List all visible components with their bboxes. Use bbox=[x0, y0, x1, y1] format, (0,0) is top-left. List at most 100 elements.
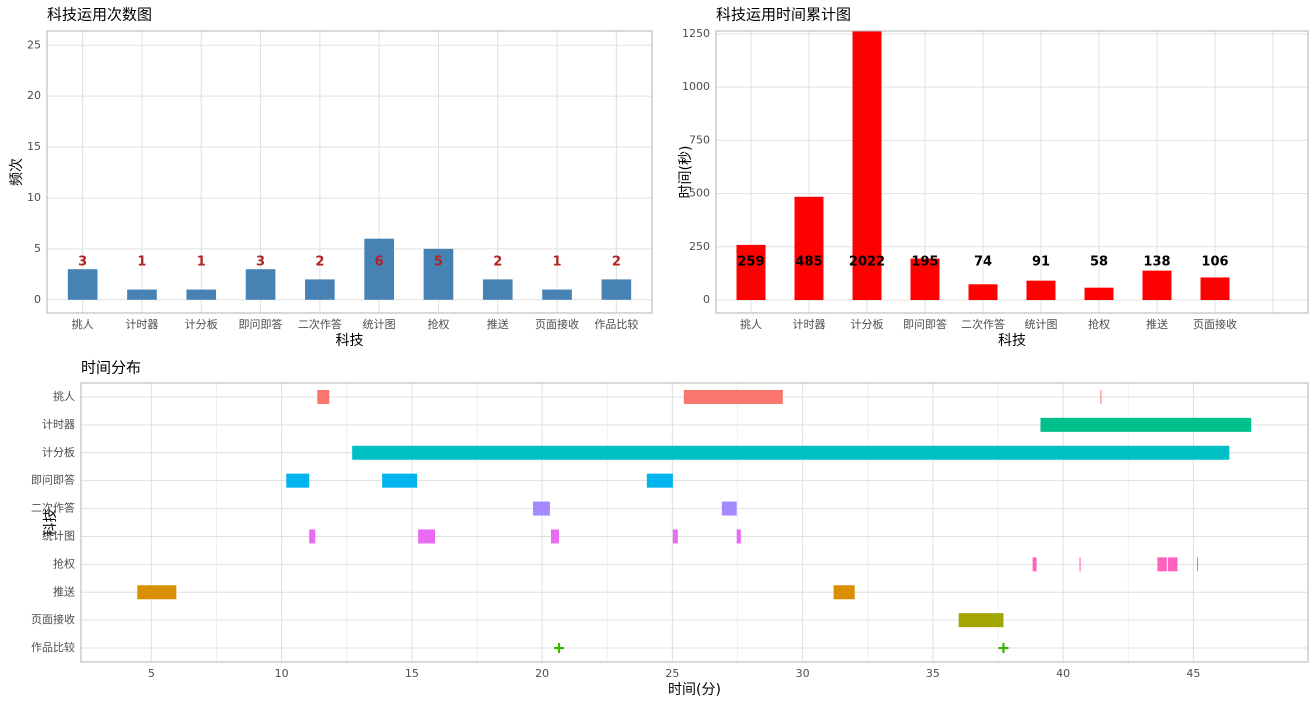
bar bbox=[67, 269, 98, 300]
value-label: 91 bbox=[1032, 255, 1050, 270]
interval-bar bbox=[352, 445, 1230, 460]
y-tick-label: 25 bbox=[27, 38, 41, 51]
interval-bar bbox=[550, 529, 560, 544]
interval-bar bbox=[532, 501, 550, 516]
interval-bar bbox=[137, 585, 177, 600]
y-tick-label: 500 bbox=[689, 187, 710, 200]
interval-bar bbox=[382, 473, 418, 488]
interval-bar bbox=[1079, 557, 1081, 572]
y-tick-label: 统计图 bbox=[42, 529, 75, 542]
bar bbox=[423, 248, 454, 300]
y-tick-label: 抢权 bbox=[53, 556, 75, 570]
x-axis-title: 科技 bbox=[998, 333, 1026, 349]
x-tick-label: 二次作答 bbox=[298, 317, 342, 331]
interval-bar bbox=[683, 389, 783, 404]
interval-bar bbox=[1040, 417, 1252, 432]
x-tick-label: 推送 bbox=[487, 317, 509, 331]
point-marker bbox=[998, 643, 1009, 654]
x-tick-label: 30 bbox=[796, 667, 810, 680]
x-tick-label: 作品比较 bbox=[594, 317, 638, 331]
value-label: 3 bbox=[256, 255, 265, 270]
y-tick-label: 250 bbox=[689, 240, 710, 253]
x-tick-label: 10 bbox=[275, 667, 289, 680]
y-tick-label: 挑人 bbox=[53, 389, 75, 403]
bar bbox=[186, 289, 217, 300]
x-axis-title: 时间(分) bbox=[668, 682, 721, 698]
plot-border bbox=[715, 30, 1309, 314]
interval-bar bbox=[1197, 557, 1199, 572]
bar bbox=[736, 244, 766, 301]
bar bbox=[968, 284, 998, 301]
interval-bar bbox=[958, 613, 1004, 628]
x-tick-label: 挑人 bbox=[72, 317, 94, 331]
y-tick-label: 页面接收 bbox=[31, 612, 75, 626]
x-tick-label: 抢权 bbox=[427, 317, 449, 331]
interval-bar bbox=[1167, 557, 1178, 572]
x-tick-label: 页面接收 bbox=[1193, 317, 1237, 331]
bar bbox=[910, 258, 940, 301]
x-tick-label: 45 bbox=[1186, 667, 1200, 680]
marks bbox=[716, 31, 1308, 313]
x-tick-label: 即问即答 bbox=[239, 317, 283, 331]
value-label: 1 bbox=[197, 255, 206, 270]
interval-bar bbox=[1100, 389, 1102, 404]
value-label: 1 bbox=[137, 255, 146, 270]
x-tick-label: 5 bbox=[148, 667, 155, 680]
value-label: 2 bbox=[493, 255, 502, 270]
x-tick-label: 20 bbox=[535, 667, 549, 680]
interval-bar bbox=[309, 529, 316, 544]
plot-border bbox=[46, 30, 653, 314]
value-label: 2 bbox=[315, 255, 324, 270]
bar bbox=[305, 279, 335, 300]
interval-bar bbox=[317, 389, 330, 404]
interval-bar bbox=[721, 501, 737, 516]
bar bbox=[482, 279, 513, 300]
y-tick-label: 计分板 bbox=[42, 445, 75, 459]
interval-bar bbox=[672, 529, 678, 544]
y-tick-label: 10 bbox=[27, 191, 41, 204]
x-axis-title: 科技 bbox=[336, 333, 364, 349]
value-label: 1 bbox=[553, 255, 562, 270]
y-tick-label: 0 bbox=[703, 293, 710, 306]
bar bbox=[794, 196, 824, 301]
y-tick-label: 20 bbox=[27, 89, 41, 102]
interval-bar bbox=[1157, 557, 1167, 572]
bar bbox=[1084, 287, 1114, 301]
y-tick-label: 1000 bbox=[682, 80, 710, 93]
x-tick-label: 35 bbox=[926, 667, 940, 680]
y-tick-label: 即问即答 bbox=[31, 473, 75, 487]
plot-panel bbox=[47, 31, 652, 313]
value-label: 2022 bbox=[849, 255, 885, 270]
value-label: 2 bbox=[612, 255, 621, 270]
bar bbox=[1026, 280, 1056, 301]
x-tick-label: 统计图 bbox=[1025, 318, 1058, 331]
chart-title: 科技运用次数图 bbox=[47, 6, 152, 24]
chart-title: 时间分布 bbox=[81, 359, 141, 377]
bar bbox=[1142, 270, 1172, 301]
x-tick-label: 挑人 bbox=[740, 317, 762, 331]
y-tick-label: 750 bbox=[689, 133, 710, 146]
x-tick-label: 计分板 bbox=[185, 317, 218, 331]
value-label: 58 bbox=[1090, 255, 1108, 270]
x-tick-label: 40 bbox=[1056, 667, 1070, 680]
bar bbox=[364, 238, 394, 300]
plot-border bbox=[80, 382, 1309, 663]
bar bbox=[1200, 277, 1230, 301]
interval-bar bbox=[286, 473, 310, 488]
interval-bar bbox=[736, 529, 741, 544]
bar bbox=[542, 289, 572, 300]
x-tick-label: 抢权 bbox=[1088, 317, 1110, 331]
value-label: 195 bbox=[911, 255, 938, 270]
y-tick-label: 推送 bbox=[53, 584, 75, 598]
point-marker bbox=[554, 643, 565, 654]
y-axis-title: 科技 bbox=[43, 509, 59, 537]
x-tick-label: 计时器 bbox=[793, 318, 826, 331]
bar bbox=[245, 269, 276, 300]
bar bbox=[852, 31, 882, 301]
value-label: 106 bbox=[1201, 255, 1228, 270]
value-label: 485 bbox=[795, 255, 822, 270]
